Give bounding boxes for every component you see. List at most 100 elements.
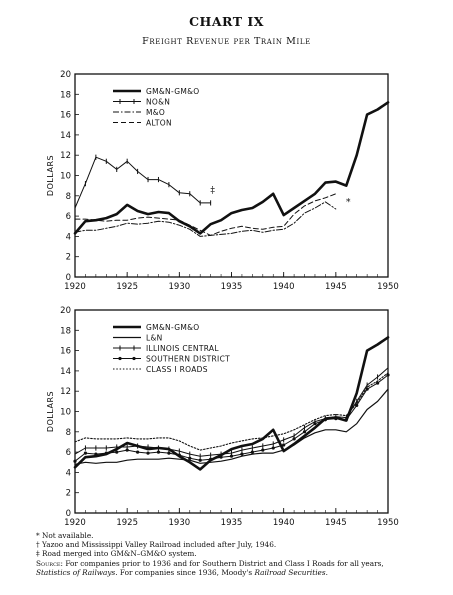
series-southern-district-point: [125, 448, 129, 452]
series-southern-district-point: [167, 451, 171, 455]
y-tick-label: 14: [60, 131, 71, 141]
y-tick-label: 2: [66, 253, 71, 263]
source-text-3: .: [325, 567, 328, 577]
x-tick-label: 1950: [377, 282, 399, 292]
x-tick-label: 1935: [221, 282, 243, 292]
x-tick-label: 1930: [169, 282, 191, 292]
series-southern-district-point: [177, 453, 181, 457]
x-tick-label: 1940: [273, 518, 295, 528]
chart-title: CHART IX: [189, 14, 264, 29]
footnote-source: Source: For companies prior to 1936 and …: [36, 559, 436, 568]
footnotes: * Not available. † Yazoo and Mississippi…: [36, 531, 436, 577]
x-tick-label: 1930: [169, 518, 191, 528]
series-southern-district-point: [240, 452, 244, 456]
x-tick-label: 1925: [116, 518, 138, 528]
legend-label: ALTON: [146, 119, 172, 128]
series-southern-district-point: [209, 457, 213, 461]
legend-label: GM&N-GM&O: [146, 87, 199, 96]
chart-2: 0 2 4 6 8 10 12 14 16 18 20 1920 1925 1930 1935 1940 194…: [46, 306, 399, 528]
y-tick-label: 4: [66, 468, 71, 478]
series-southern-district-point: [250, 450, 254, 454]
y-tick-label: 20: [60, 70, 71, 80]
legend-label: GM&N-GM&O: [146, 323, 199, 332]
footnote-source-cont: Statistics of Railways. For companies si…: [36, 568, 436, 577]
x-tick-label: 1920: [64, 518, 86, 528]
series-illinois-central-line: [74, 367, 389, 457]
plot-frame: [74, 309, 389, 514]
annotation-mark: *: [346, 198, 351, 208]
x-tick-label: 1925: [116, 282, 138, 292]
y-tick-label: 4: [66, 232, 71, 242]
y-tick-label: 10: [60, 408, 71, 418]
footnote-not-available: * Not available.: [36, 531, 94, 540]
series-southern-district-point: [375, 381, 380, 385]
legend-label: L&N: [146, 334, 163, 343]
series-southern-district-point: [188, 456, 192, 460]
y-tick-label: 6: [66, 212, 71, 222]
y-tick-label: 18: [60, 90, 71, 100]
footnote-merged: ‡ Road merged into GM&N–GM&O system.: [36, 549, 197, 559]
series-gm-n-gm-o-line: [73, 336, 390, 471]
source-label: Source:: [36, 558, 64, 568]
series-no-n-line: [74, 156, 212, 209]
legend-label: ILLINOIS CENTRAL: [146, 344, 219, 353]
x-tick-label: 1940: [273, 282, 295, 292]
series-southern-district-point: [94, 452, 98, 456]
series-southern-district-point: [271, 446, 275, 450]
y-tick-label: 12: [60, 151, 71, 161]
y-tick-label: 10: [60, 172, 71, 182]
series-gm-n-gm-o-line: [73, 101, 390, 235]
series-southern-district-point: [136, 450, 140, 454]
y-tick-label: 0: [66, 273, 71, 283]
series-southern-district-point: [261, 448, 265, 452]
series-class-i-roads-line: [74, 372, 389, 451]
source-statistics: Statistics of Railways: [36, 567, 116, 577]
series-southern-district-point: [229, 454, 234, 458]
legend-swatch-mark: [132, 356, 136, 361]
y-axis-label: DOLLARS: [46, 391, 55, 432]
y-tick-label: 14: [60, 367, 71, 377]
legend-label: SOUTHERN DISTRICT: [146, 355, 230, 364]
footnote-yazoo: † Yazoo and Mississippi Valley Railroad …: [36, 540, 277, 550]
series-southern-district-point: [323, 418, 327, 422]
legend-swatch-mark: [118, 356, 122, 361]
y-tick-label: 8: [66, 192, 71, 202]
series-southern-district-point: [146, 451, 150, 455]
series-southern-district-point: [198, 458, 202, 462]
chart-subtitle: Freight Revenue per Train Mile: [142, 36, 311, 47]
y-tick-label: 20: [60, 306, 71, 316]
y-tick-label: 6: [66, 448, 71, 458]
x-tick-label: 1920: [64, 282, 86, 292]
source-moodys: Railroad Securities: [254, 567, 326, 577]
series-southern-district-point: [282, 443, 286, 447]
y-axis-label: DOLLARS: [46, 155, 55, 196]
chart-1: 0 2 4 6 8 10 12 14 16 18 20 1920 1925 1930 1935 1940 194…: [46, 70, 399, 292]
series-southern-district-point: [73, 459, 77, 463]
series-southern-district-point: [386, 373, 390, 377]
y-tick-label: 16: [60, 347, 71, 357]
y-tick-label: 0: [66, 509, 71, 519]
x-tick-label: 1935: [221, 518, 243, 528]
series-southern-district-point: [156, 450, 161, 454]
legend-label: M&O: [146, 108, 165, 117]
y-tick-label: 18: [60, 326, 71, 336]
x-tick-label: 1945: [325, 282, 347, 292]
series-m-o-line: [74, 201, 337, 237]
series-southern-district-point: [302, 430, 307, 434]
x-tick-label: 1950: [377, 518, 399, 528]
y-tick-label: 8: [66, 428, 71, 438]
series-southern-district-point: [334, 417, 338, 421]
series-southern-district-point: [219, 455, 223, 459]
source-text-2: . For companies since 1936, Moody's: [115, 567, 255, 577]
y-tick-label: 2: [66, 489, 71, 499]
legend-label: CLASS I ROADS: [146, 365, 208, 374]
annotation-mark: ‡: [210, 186, 215, 196]
series-l-n-line: [74, 388, 389, 465]
series-southern-district-point: [292, 437, 296, 441]
y-tick-label: 16: [60, 111, 71, 121]
x-tick-label: 1945: [325, 518, 347, 528]
series-southern-district-point: [115, 450, 119, 454]
series-alton-line: [74, 193, 337, 236]
series-southern-district-point: [83, 451, 88, 455]
